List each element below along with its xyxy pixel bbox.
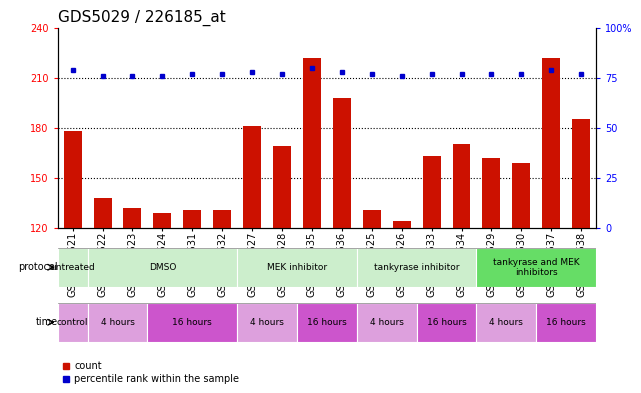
Text: 16 hours: 16 hours xyxy=(307,318,347,327)
Bar xyxy=(63,131,81,228)
Bar xyxy=(88,248,237,287)
Bar xyxy=(58,303,88,342)
Text: 16 hours: 16 hours xyxy=(172,318,212,327)
Bar xyxy=(572,119,590,228)
Text: tankyrase and MEK
inhibitors: tankyrase and MEK inhibitors xyxy=(493,257,579,277)
Text: 4 hours: 4 hours xyxy=(370,318,404,327)
Bar xyxy=(512,163,530,228)
Text: tankyrase inhibitor: tankyrase inhibitor xyxy=(374,263,460,272)
Text: untreated: untreated xyxy=(50,263,95,272)
Bar xyxy=(273,146,291,228)
Bar xyxy=(147,303,237,342)
Text: MEK inhibitor: MEK inhibitor xyxy=(267,263,327,272)
Bar xyxy=(422,156,440,228)
Bar xyxy=(243,126,261,228)
Text: GDS5029 / 226185_at: GDS5029 / 226185_at xyxy=(58,10,226,26)
Bar xyxy=(153,213,171,228)
Text: control: control xyxy=(57,318,88,327)
Bar xyxy=(183,209,201,228)
Text: 16 hours: 16 hours xyxy=(546,318,586,327)
Bar xyxy=(237,303,297,342)
Bar xyxy=(417,303,476,342)
Bar xyxy=(333,98,351,228)
Bar xyxy=(237,248,357,287)
Text: 4 hours: 4 hours xyxy=(490,318,523,327)
Text: 4 hours: 4 hours xyxy=(101,318,135,327)
Bar xyxy=(357,248,476,287)
Text: 16 hours: 16 hours xyxy=(427,318,467,327)
Bar xyxy=(453,144,470,228)
Bar xyxy=(393,221,411,228)
Bar xyxy=(88,303,147,342)
Bar xyxy=(94,198,112,228)
Text: DMSO: DMSO xyxy=(149,263,176,272)
Bar xyxy=(363,209,381,228)
Bar xyxy=(542,58,560,228)
Text: protocol: protocol xyxy=(18,262,58,272)
Bar xyxy=(476,248,596,287)
Bar xyxy=(483,158,501,228)
Bar xyxy=(58,248,88,287)
Text: time: time xyxy=(35,317,58,327)
Bar xyxy=(303,58,321,228)
Bar xyxy=(124,208,142,228)
Bar xyxy=(357,303,417,342)
Legend: count, percentile rank within the sample: count, percentile rank within the sample xyxy=(63,361,239,384)
Text: 4 hours: 4 hours xyxy=(250,318,284,327)
Bar xyxy=(537,303,596,342)
Bar xyxy=(297,303,357,342)
Bar xyxy=(213,209,231,228)
Bar xyxy=(476,303,537,342)
